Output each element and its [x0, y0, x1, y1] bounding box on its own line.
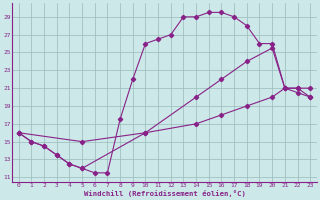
X-axis label: Windchill (Refroidissement éolien,°C): Windchill (Refroidissement éolien,°C)	[84, 190, 245, 197]
